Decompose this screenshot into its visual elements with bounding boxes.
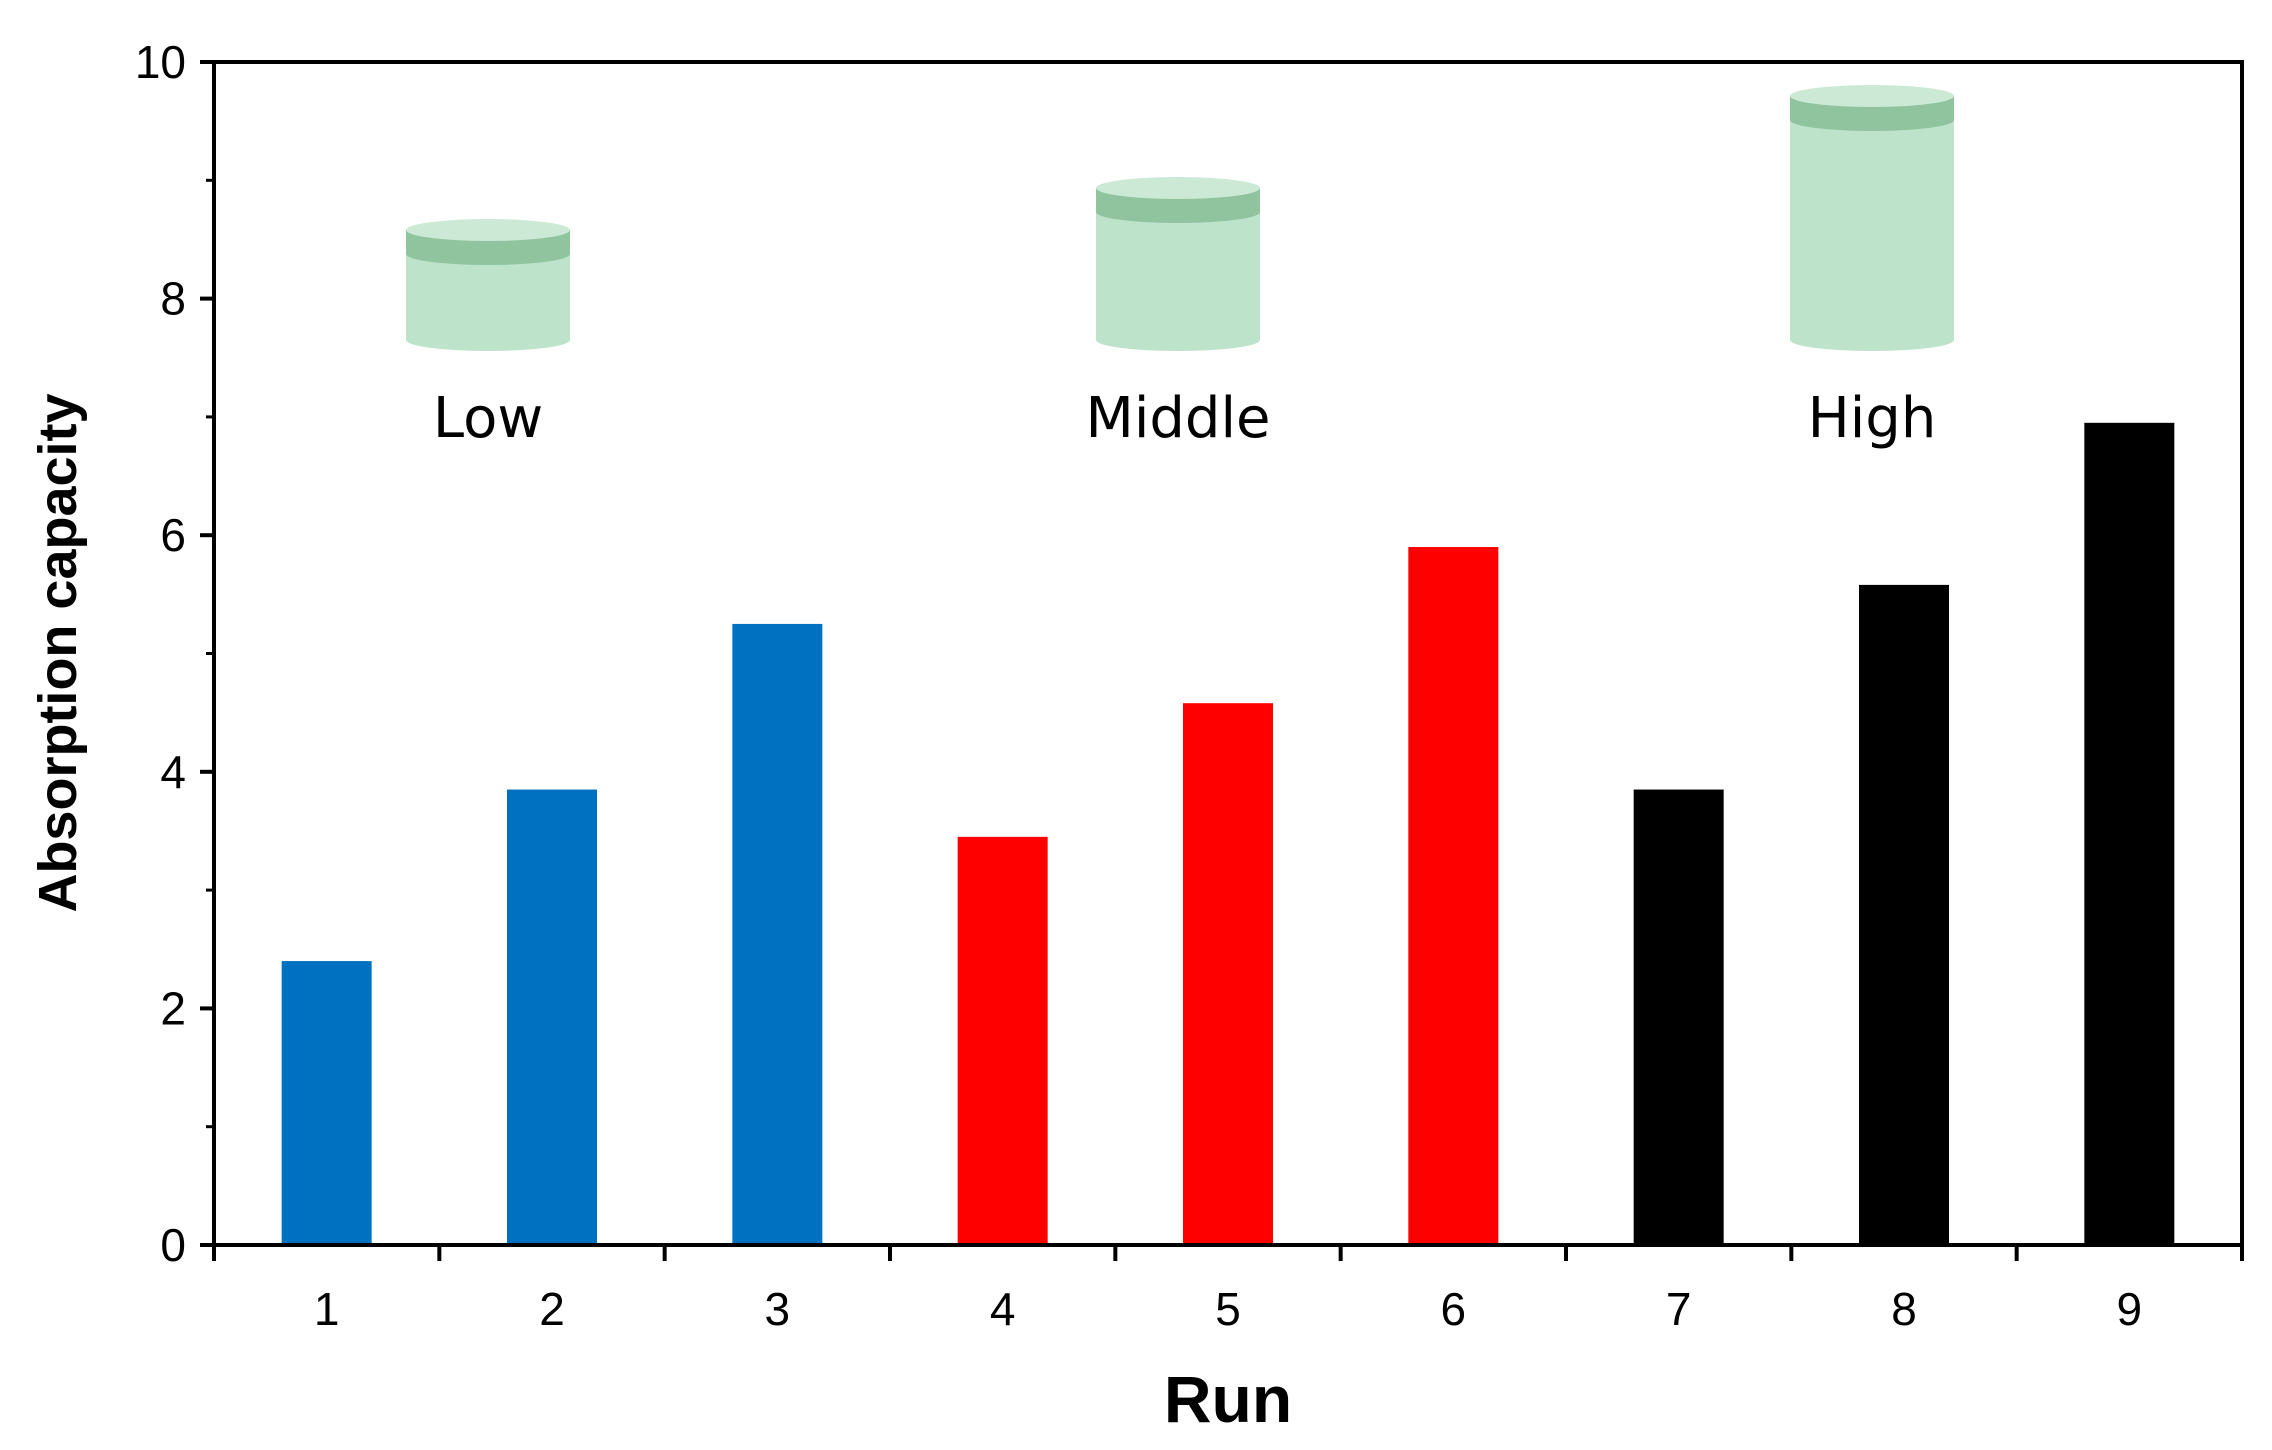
x-tick-label-7: 7 [1666, 1283, 1692, 1335]
annotation-labels: Low Middle High [433, 386, 1937, 451]
y-tick-label: 8 [160, 273, 186, 325]
bar-run-7 [1633, 789, 1724, 1245]
annotation-label-middle: Middle [1086, 386, 1271, 451]
x-tick-label-4: 4 [990, 1283, 1016, 1335]
bar-run-1 [281, 961, 372, 1245]
tall-cylinder-icon [1790, 85, 1954, 351]
y-tick-label: 4 [160, 746, 186, 798]
bar-run-4 [957, 836, 1048, 1245]
annotation-label-high: High [1808, 386, 1937, 451]
y-tick-label: 2 [160, 982, 186, 1034]
x-tick-label-2: 2 [539, 1283, 565, 1335]
y-tick-label: 10 [135, 36, 186, 88]
y-axis-title: Absorption capacity [28, 393, 88, 912]
bar-run-8 [1859, 584, 1949, 1245]
x-tick-label-1: 1 [314, 1283, 340, 1335]
bar-run-9 [2084, 422, 2175, 1245]
x-tick-label-8: 8 [1891, 1283, 1917, 1335]
x-tick-label-5: 5 [1215, 1283, 1241, 1335]
short-cylinder-icon [406, 219, 570, 351]
bar-run-6 [1408, 547, 1499, 1245]
x-tick-label-6: 6 [1441, 1283, 1467, 1335]
x-axis: 1 2 3 4 5 6 7 8 9 [212, 1245, 2244, 1335]
annotation-label-low: Low [433, 386, 543, 451]
bar-run-2 [507, 789, 597, 1245]
medium-cylinder-icon [1096, 177, 1260, 351]
annotation-icons [406, 85, 1954, 351]
bar-run-3 [732, 623, 823, 1245]
bars [281, 422, 2175, 1245]
x-tick-label-9: 9 [2117, 1283, 2143, 1335]
bar-run-5 [1183, 703, 1273, 1245]
y-tick-label: 0 [160, 1219, 186, 1271]
x-axis-title: Run [1164, 1362, 1292, 1436]
y-tick-label: 6 [160, 509, 186, 561]
x-tick-label-3: 3 [765, 1283, 791, 1335]
y-axis: 0 2 4 6 8 10 [135, 36, 214, 1271]
